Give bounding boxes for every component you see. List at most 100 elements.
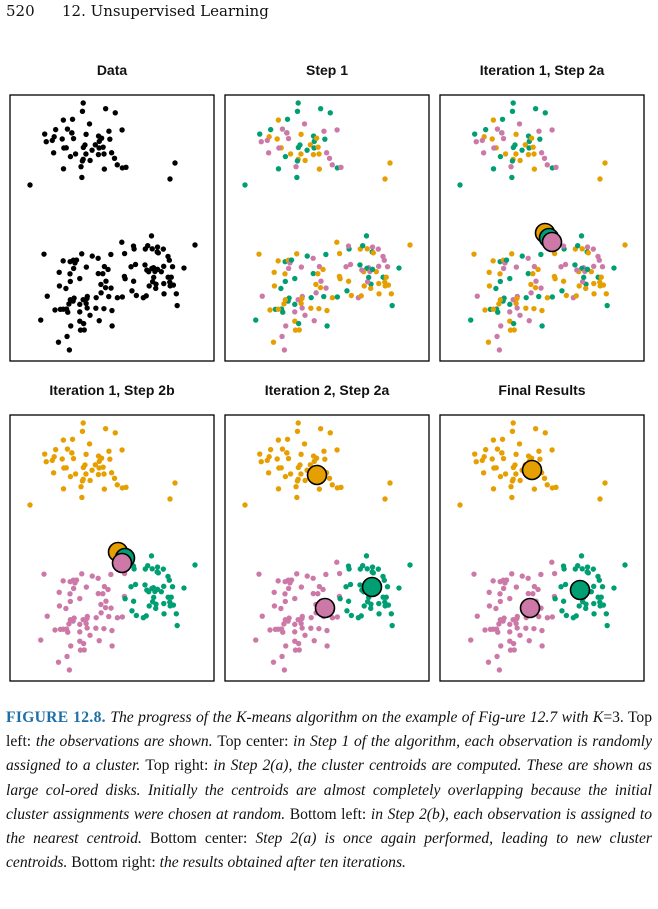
- observation-point: [282, 153, 289, 160]
- observation-point: [267, 307, 273, 313]
- observation-point: [370, 570, 377, 576]
- observation-point: [320, 266, 326, 273]
- observation-point: [490, 578, 496, 584]
- observation-point: [364, 598, 371, 605]
- observation-point: [112, 110, 118, 116]
- observation-point: [292, 621, 298, 628]
- observation-point: [298, 471, 304, 477]
- observation-point: [114, 295, 121, 301]
- observation-point: [370, 250, 377, 256]
- observation-point: [133, 612, 140, 619]
- observation-point: [544, 162, 550, 168]
- observation-point: [282, 297, 289, 303]
- observation-point: [560, 598, 567, 604]
- observation-point: [489, 136, 495, 142]
- observation-point: [334, 559, 340, 565]
- caption-segment: =3.: [603, 709, 628, 726]
- observation-point: [358, 293, 364, 299]
- observation-point: [500, 585, 507, 592]
- observation-point: [513, 620, 519, 627]
- caption-segment: the results obtained after ten iteration…: [159, 854, 406, 872]
- observation-point: [154, 244, 161, 250]
- observation-point: [133, 292, 140, 299]
- observation-point: [486, 603, 493, 609]
- observation-point: [267, 446, 274, 453]
- observation-point: [295, 144, 302, 151]
- observation-point: [382, 176, 388, 182]
- observation-point: [482, 446, 489, 453]
- cluster-centroid: [361, 576, 383, 598]
- observation-point: [329, 295, 336, 301]
- observation-point: [538, 285, 544, 291]
- observation-point: [313, 135, 320, 141]
- observation-point: [575, 563, 581, 569]
- observation-point: [267, 627, 273, 633]
- observation-point: [167, 176, 173, 182]
- observation-point: [96, 637, 102, 644]
- observation-point: [522, 142, 529, 148]
- observation-point: [80, 420, 86, 426]
- observation-point: [122, 276, 128, 282]
- observation-point: [600, 602, 607, 608]
- observation-point: [542, 430, 548, 436]
- observation-point: [537, 456, 543, 462]
- observation-point: [64, 653, 70, 660]
- observation-point: [324, 643, 330, 649]
- observation-point: [108, 285, 114, 291]
- observation-point: [95, 590, 101, 597]
- observation-point: [278, 285, 284, 292]
- observation-point: [70, 265, 77, 272]
- observation-point: [559, 608, 565, 614]
- observation-point: [471, 131, 478, 137]
- observation-point: [103, 278, 109, 284]
- observation-point: [60, 166, 67, 172]
- observation-point: [500, 455, 507, 462]
- observation-point: [271, 269, 277, 275]
- observation-point: [84, 625, 90, 631]
- observation-point: [552, 276, 558, 282]
- observation-point: [109, 307, 115, 314]
- observation-point: [298, 584, 305, 590]
- observation-point: [275, 117, 282, 123]
- observation-point: [490, 117, 497, 123]
- observation-point: [132, 261, 139, 268]
- observation-point: [101, 625, 107, 632]
- observation-point: [274, 136, 280, 142]
- observation-point: [77, 318, 83, 324]
- observation-point: [55, 659, 62, 665]
- observation-point: [538, 251, 544, 258]
- observation-point: [142, 262, 148, 268]
- observation-point: [348, 292, 355, 299]
- observation-point: [52, 126, 59, 133]
- observation-point: [161, 611, 167, 617]
- observation-point: [387, 480, 393, 486]
- observation-point: [292, 629, 298, 635]
- observation-point: [496, 347, 503, 353]
- observation-point: [285, 585, 292, 592]
- observation-point: [549, 614, 556, 620]
- observation-point: [590, 263, 597, 270]
- observation-point: [84, 295, 90, 302]
- observation-point: [316, 486, 323, 492]
- observation-point: [304, 147, 310, 153]
- observation-point: [67, 271, 73, 277]
- observation-point: [482, 627, 488, 633]
- observation-point: [490, 306, 497, 312]
- observation-point: [369, 564, 376, 570]
- observation-point: [119, 239, 125, 245]
- observation-point: [302, 312, 308, 318]
- observation-point: [106, 448, 112, 454]
- observation-point: [389, 622, 395, 629]
- observation-point: [381, 257, 388, 263]
- observation-point: [68, 643, 74, 649]
- observation-point: [161, 291, 167, 297]
- observation-point: [336, 570, 343, 577]
- observation-point: [490, 258, 496, 264]
- observation-point: [578, 233, 585, 239]
- observation-point: [480, 470, 487, 476]
- observation-point: [101, 305, 107, 312]
- observation-point: [78, 163, 84, 170]
- observation-point: [480, 150, 487, 156]
- observation-point: [264, 137, 270, 144]
- observation-point: [308, 625, 314, 631]
